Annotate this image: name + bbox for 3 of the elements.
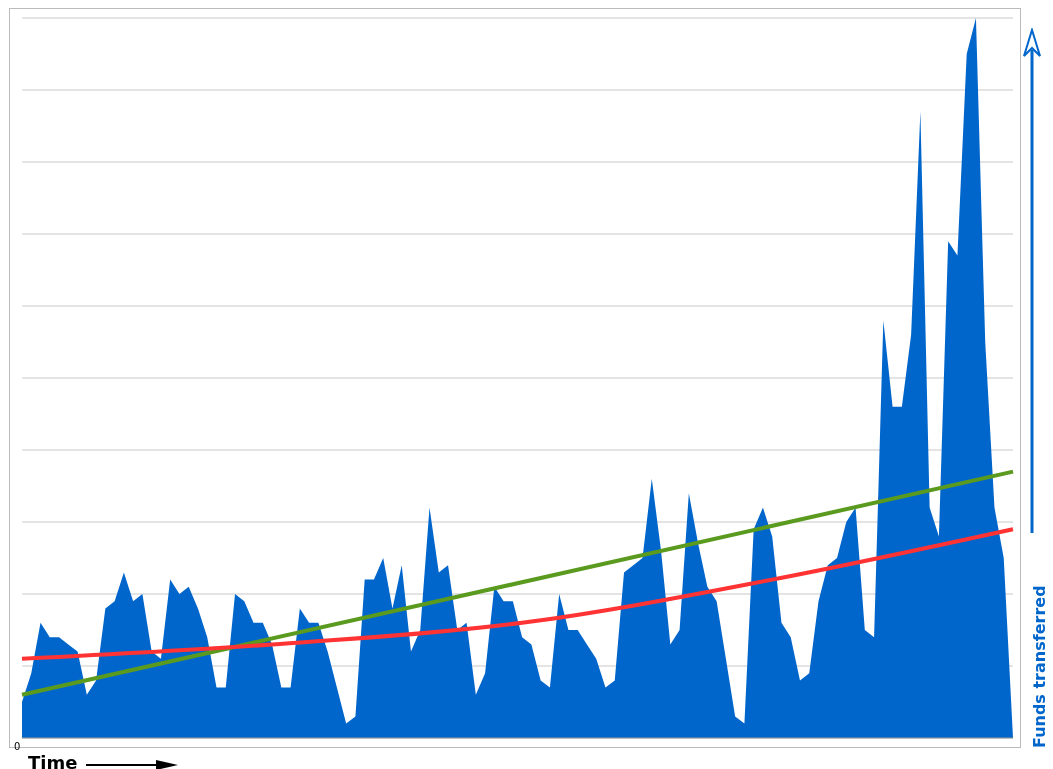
y-axis-title: Funds transferred — [1030, 585, 1049, 748]
text: 0 — [14, 741, 21, 752]
x-axis-title: Time — [28, 752, 78, 769]
